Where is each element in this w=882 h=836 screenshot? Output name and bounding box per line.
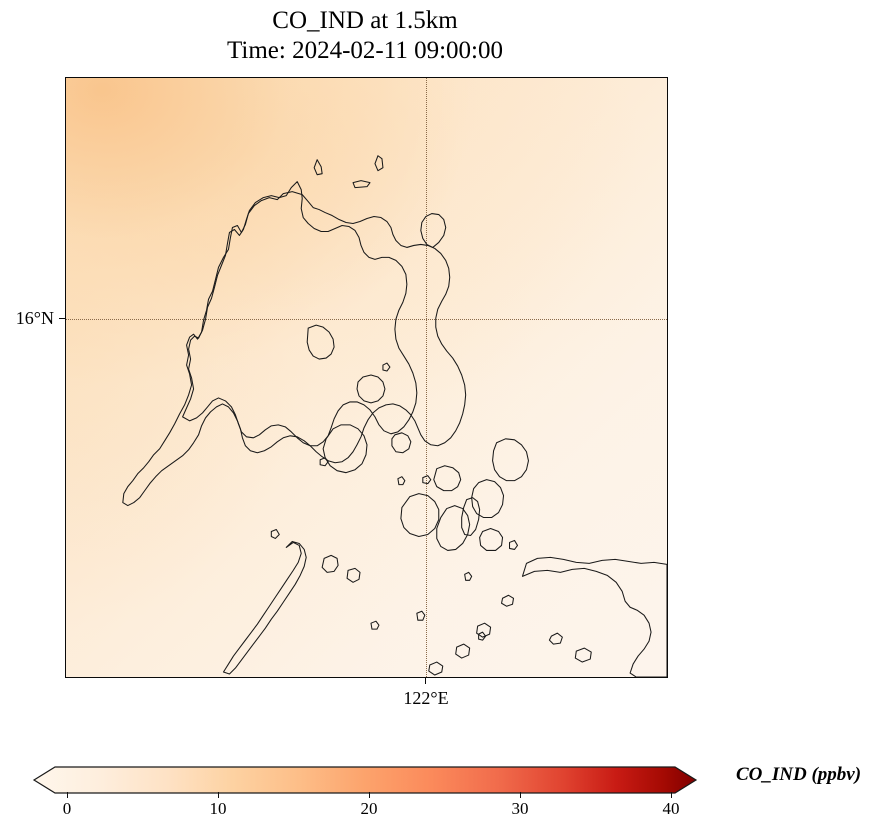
coastline-overlay [66,78,667,677]
coastline-lingayen-gulf [307,325,334,359]
title-line-time: Time: 2024-02-11 09:00:00 [227,36,503,64]
co-concentration-field [66,78,667,677]
coastline-samar [493,439,529,481]
x-axis-tick-122e [425,678,426,684]
colorbar-tick-20 [369,792,370,798]
coastline-batanes-islet [375,156,383,171]
colorbar-ticklabel-10: 10 [209,799,227,818]
coastline-cagayan-east [421,214,446,248]
coastline-calamian-islands [322,555,338,572]
gridline-longitude-122e [426,78,427,677]
coastline-islet-c [465,572,472,580]
coastline-islet-l [271,529,279,538]
colorbar-tick-40 [671,792,672,798]
coastline-sulu-islet-2 [477,623,491,637]
coastline-negros [437,506,470,551]
figure-title: CO_IND at 1.5km Time: 2024-02-11 09:00:0… [0,6,730,65]
coastline-luzon-main [123,192,466,506]
colorbar[interactable]: 0 10 20 30 40 [32,766,698,818]
coastline-islet-e [398,477,405,485]
x-axis-label-122e: 122°E [403,688,449,708]
coastline-islet-f [423,476,431,484]
title-line-variable: CO_IND at 1.5km [272,7,458,34]
coastline-babuyan-islet [353,181,370,188]
coastline-islet-j [575,648,591,662]
coastline-islet-g [320,458,328,466]
coastline-sulu-islet-4 [429,662,443,675]
coastline-panay [401,494,439,537]
colorbar-gradient [32,766,698,794]
coastline-islet-b [417,611,425,620]
colorbar-ticklabel-0: 0 [62,799,72,818]
coastline-mindoro [323,425,367,473]
coastline-cebu [462,498,480,536]
coastline-islet-k [510,540,518,549]
gridline-latitude-16n [66,319,667,320]
colorbar-tick-0 [67,792,68,798]
coastline-manila-bay [357,375,385,403]
coastline-marinduque [392,433,411,453]
coastline-leyte [472,480,504,518]
coastline-sulu-islet-3 [456,644,470,658]
coastline-bohol [480,528,503,550]
y-axis-label-16n: 16°N [15,308,54,328]
coastline-masbate [434,466,461,491]
coastline-sulu-islet-1 [502,595,514,606]
colorbar-ticklabel-20: 20 [360,799,378,818]
coastline-busuanga-islet [347,568,360,582]
colorbar-ticklabel-30: 30 [511,799,529,818]
colorbar-ticklabel-40: 40 [662,799,680,818]
coastline-islet-i [549,633,562,644]
coastline-palawan [223,541,306,674]
map-panel[interactable] [65,77,668,678]
coastline-luzon-outline [183,182,417,446]
coastline-islet-a [371,621,379,629]
coastline-islet-d [479,632,486,640]
colorbar-tick-30 [520,792,521,798]
colorbar-label: CO_IND (ppbv) [736,764,862,785]
coastline-mindanao [522,557,667,677]
colorbar-body [32,766,698,794]
colorbar-tick-10 [218,792,219,798]
coastline-islet-h [383,363,390,371]
coastline-luzon [314,160,322,175]
y-axis-tick-16n [59,318,65,319]
